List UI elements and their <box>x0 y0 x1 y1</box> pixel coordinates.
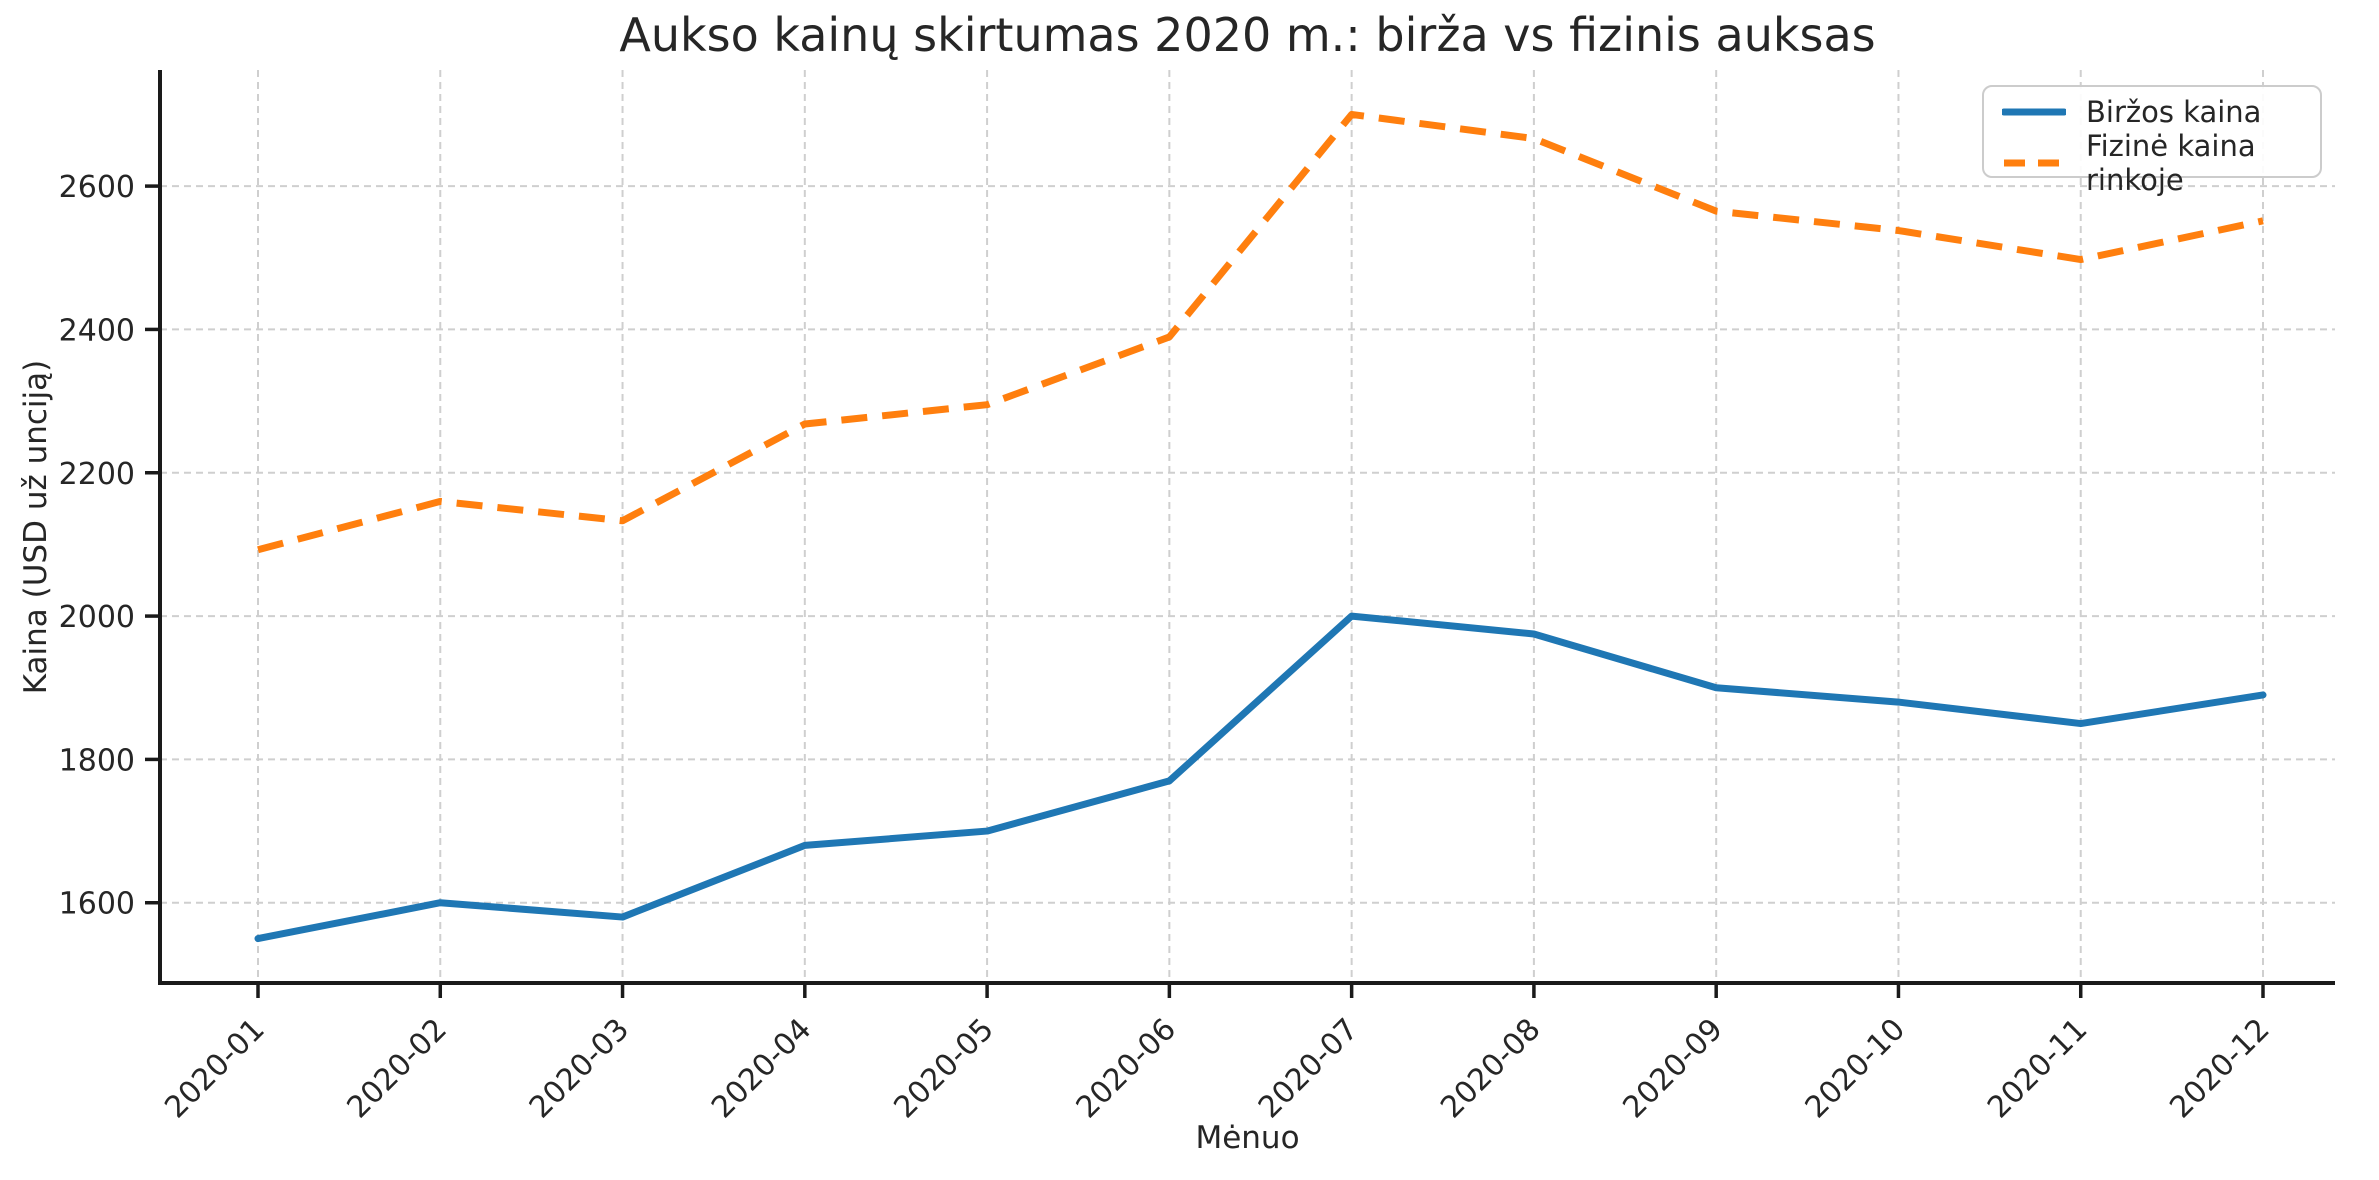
y-tick-label: 1800 <box>59 743 135 778</box>
legend-label: Fizinė kaina rinkoje <box>2086 129 2256 197</box>
x-tick-label: 2020-07 <box>1252 1012 1365 1125</box>
y-tick-label: 2200 <box>59 457 135 492</box>
x-tick-label: 2020-03 <box>523 1012 636 1125</box>
y-axis-label: Kaina (USD už unciją) <box>18 359 54 695</box>
x-tick-label: 2020-01 <box>158 1012 271 1125</box>
x-tick-label: 2020-02 <box>341 1012 454 1125</box>
y-tick-label: 2000 <box>59 600 135 635</box>
x-tick-label: 2020-12 <box>2163 1012 2276 1125</box>
legend: Biržos kaina Fizinė kaina rinkoje <box>1982 85 2322 197</box>
x-tick-label: 2020-09 <box>1616 1012 1729 1125</box>
x-tick-label: 2020-04 <box>705 1012 818 1125</box>
x-axis-label: Mėnuo <box>1195 1120 1300 1156</box>
legend-item-exchange-price: Biržos kaina <box>2002 95 2302 129</box>
y-tick-label: 2600 <box>59 170 135 205</box>
legend-item-physical-price: Fizinė kaina rinkoje <box>2002 129 2302 197</box>
legend-swatch <box>2004 159 2064 167</box>
chart-title: Aukso kainų skirtumas 2020 m.: birža vs … <box>619 8 1876 62</box>
x-tick-label: 2020-05 <box>887 1012 1000 1125</box>
y-tick-label: 2400 <box>59 313 135 348</box>
x-tick-label: 2020-08 <box>1434 1012 1547 1125</box>
x-tick-label: 2020-11 <box>1981 1012 2094 1125</box>
legend-swatch <box>2002 108 2066 116</box>
x-tick-label: 2020-06 <box>1070 1012 1183 1125</box>
x-tick-label: 2020-10 <box>1799 1012 1912 1125</box>
y-tick-label: 1600 <box>59 887 135 922</box>
fizine-kaina-rinkoje-line <box>257 110 2264 554</box>
legend-label: Biržos kaina <box>2086 95 2262 129</box>
birzos-kaina-line <box>254 612 2267 943</box>
